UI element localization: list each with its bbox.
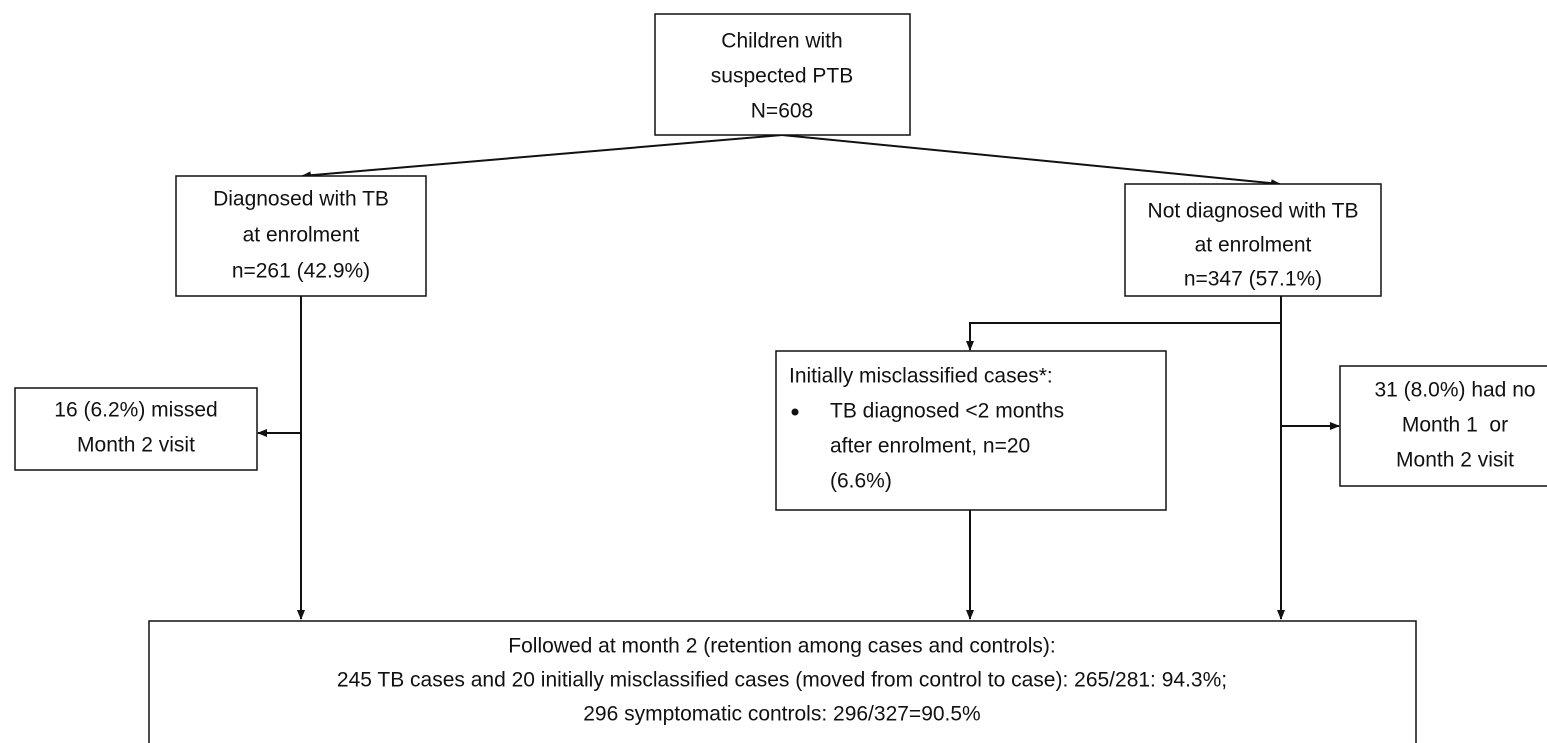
arrow (966, 322, 1281, 351)
node-text: at enrolment (1195, 234, 1312, 257)
node-box (175, 175, 427, 297)
node-box (1339, 365, 1547, 487)
bullet (791, 408, 799, 416)
node-text: Children with (721, 30, 842, 53)
node-text: Month 2 visit (77, 434, 195, 457)
node-box (14, 387, 258, 471)
node-text: (6.6%) (830, 470, 892, 493)
node-text: suspected PTB (711, 65, 853, 88)
node-text: after enrolment, n=20 (830, 435, 1030, 458)
node-text: Diagnosed with TB (213, 188, 389, 211)
node-text: Initially misclassified cases*: (789, 365, 1053, 388)
node-box (654, 13, 911, 136)
node-text: Month 2 visit (1396, 449, 1514, 472)
node-text: 16 (6.2%) missed (54, 399, 217, 422)
node-text: Followed at month 2 (retention among cas… (508, 635, 1055, 658)
node-text: TB diagnosed <2 months (830, 400, 1064, 423)
node-text: n=261 (42.9%) (232, 260, 370, 283)
arrow (301, 134, 783, 180)
node-box (148, 620, 1417, 743)
arrow (781, 134, 1281, 188)
node-text: 245 TB cases and 20 initially misclassif… (337, 669, 1227, 692)
node-box (1124, 183, 1382, 297)
node-text: Not diagnosed with TB (1148, 200, 1359, 223)
node-text: Month 1 or (1402, 414, 1508, 437)
node-text: n=347 (57.1%) (1184, 268, 1322, 291)
connectors (257, 134, 1340, 620)
node-text: at enrolment (243, 224, 360, 247)
node-text: N=608 (751, 100, 813, 123)
node-text: 296 symptomatic controls: 296/327=90.5% (583, 703, 980, 726)
node-text: 31 (8.0%) had no (1374, 379, 1535, 402)
node-box (775, 350, 1167, 511)
